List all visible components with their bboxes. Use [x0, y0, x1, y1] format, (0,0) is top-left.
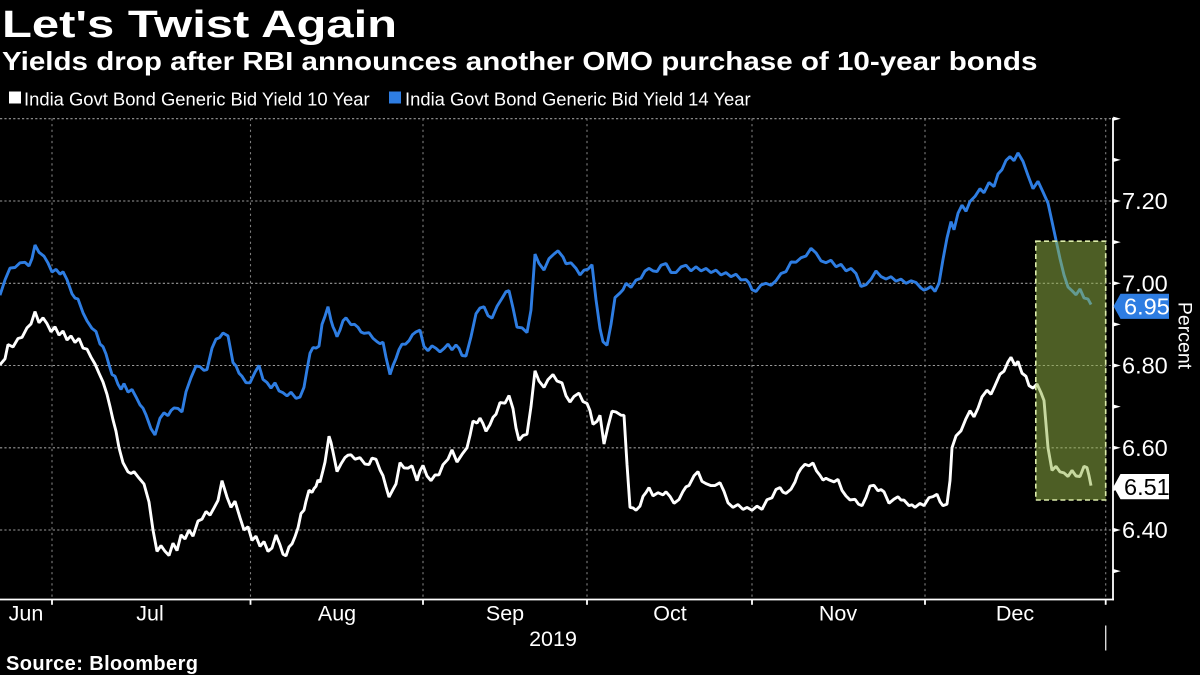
svg-text:India Govt Bond Generic Bid Yi: India Govt Bond Generic Bid Yield 10 Yea…: [24, 89, 370, 110]
svg-text:7.00: 7.00: [1122, 270, 1168, 296]
svg-text:6.95: 6.95: [1124, 294, 1170, 320]
svg-text:6.80: 6.80: [1122, 353, 1168, 379]
svg-text:Nov: Nov: [819, 602, 857, 626]
svg-text:Aug: Aug: [318, 602, 356, 626]
svg-text:Jul: Jul: [136, 602, 163, 626]
svg-text:Percent: Percent: [1174, 302, 1196, 370]
svg-text:6.51: 6.51: [1124, 474, 1170, 500]
svg-text:Sep: Sep: [486, 602, 524, 626]
svg-text:Dec: Dec: [996, 602, 1034, 626]
svg-text:Source: Bloomberg: Source: Bloomberg: [6, 653, 198, 675]
svg-text:India Govt Bond Generic Bid Yi: India Govt Bond Generic Bid Yield 14 Yea…: [405, 89, 751, 110]
svg-text:Jun: Jun: [9, 602, 44, 626]
svg-text:Oct: Oct: [653, 602, 686, 626]
svg-text:6.60: 6.60: [1122, 435, 1168, 461]
svg-text:2019: 2019: [529, 627, 577, 651]
svg-text:6.40: 6.40: [1122, 517, 1168, 543]
svg-text:7.20: 7.20: [1122, 188, 1168, 214]
